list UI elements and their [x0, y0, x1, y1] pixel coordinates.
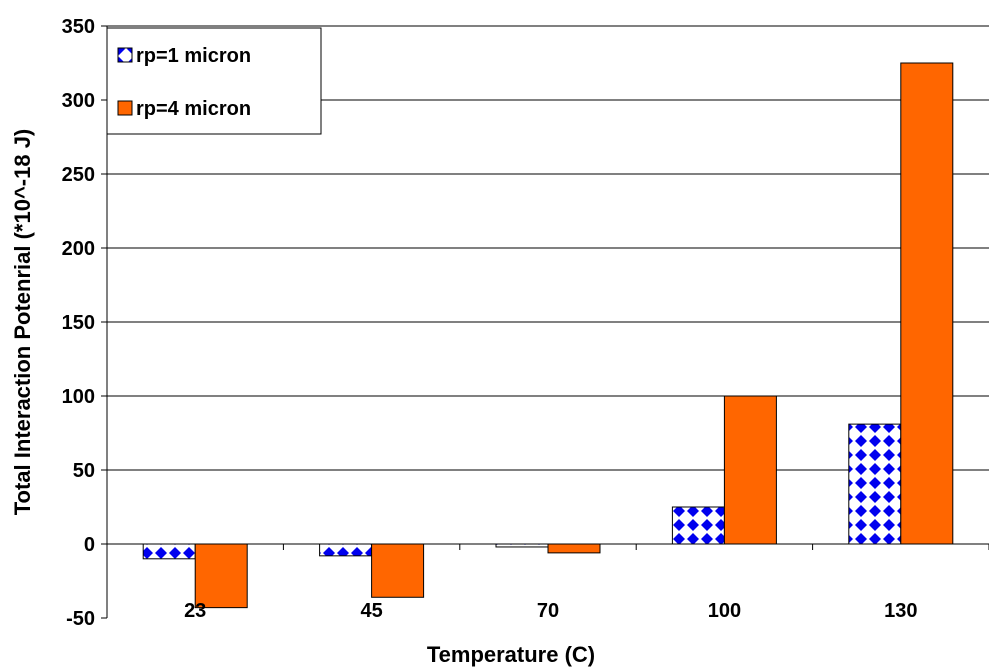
bar-rp4-130: [900, 62, 954, 545]
x-tick-label: 45: [360, 600, 382, 622]
legend-label-rp4: rp=4 micron: [136, 98, 251, 120]
y-tick-label: 100: [62, 386, 95, 408]
bar-rp4-100: [723, 395, 777, 545]
x-tick-labels: 23 45 70 100 130: [184, 600, 917, 622]
bar-rp1-23: [142, 543, 196, 560]
y-tick-label: 350: [62, 16, 95, 38]
y-tick-label: 0: [84, 534, 95, 556]
y-tick-label: 200: [62, 238, 95, 260]
x-tick-label: 23: [184, 600, 206, 622]
bars: [142, 62, 954, 609]
bar-rp4-45: [371, 543, 425, 598]
legend-swatch-rp4: [117, 100, 133, 116]
legend-swatch-rp1: [117, 47, 133, 63]
bar-rp4-23: [194, 543, 248, 609]
legend-label-rp1: rp=1 micron: [136, 45, 251, 67]
y-tick-labels: 350 300 250 200 150 100 50 0 -50: [62, 16, 95, 630]
y-tick-label: 300: [62, 90, 95, 112]
legend-box: [106, 27, 322, 135]
bar-rp1-130: [848, 423, 902, 545]
bar-rp1-100: [671, 506, 725, 545]
x-axis-title: Temperature (C): [427, 642, 595, 667]
legend: rp=1 micron rp=4 micron: [106, 27, 322, 135]
y-axis-title: Total Interaction Potenrial (*10^-18 J): [10, 129, 35, 516]
y-tick-label: 50: [73, 460, 95, 482]
bar-rp1-45: [319, 543, 373, 557]
bar-rp4-70: [547, 543, 601, 554]
y-tick-label: 150: [62, 312, 95, 334]
x-tick-label: 100: [708, 600, 741, 622]
y-tick-label: -50: [66, 608, 95, 630]
bar-rp1-70: [495, 543, 549, 548]
x-tick-label: 130: [884, 600, 917, 622]
x-tick-label: 70: [537, 600, 559, 622]
y-tick-label: 250: [62, 164, 95, 186]
